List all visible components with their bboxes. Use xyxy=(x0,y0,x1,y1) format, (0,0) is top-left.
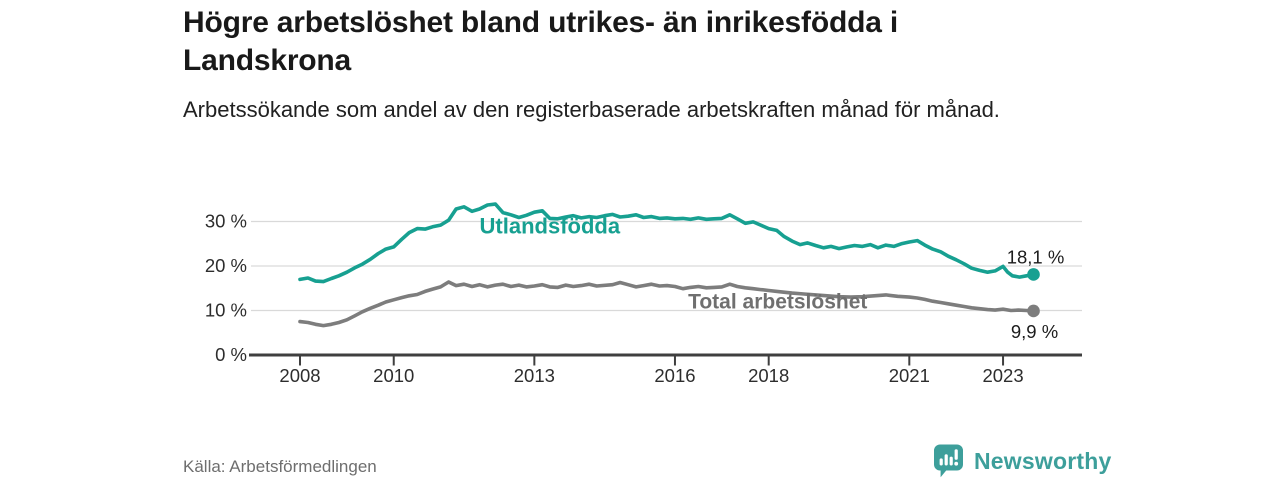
x-axis-tick-label: 2010 xyxy=(373,365,414,386)
newsworthy-logo-icon xyxy=(934,444,963,478)
x-axis-tick-label: 2013 xyxy=(514,365,555,386)
chart-subtitle: Arbetssökande som andel av den registerb… xyxy=(183,97,1000,122)
y-axis-tick-label: 20 % xyxy=(205,255,247,276)
brand-name: Newsworthy xyxy=(974,448,1112,474)
series-end-dot-total xyxy=(1027,304,1040,318)
x-axis-tick-label: 2016 xyxy=(654,365,695,386)
x-axis-tick-label: 2018 xyxy=(748,365,789,386)
brand-lockup: Newsworthy xyxy=(933,444,1111,478)
x-axis-tick-label: 2008 xyxy=(279,365,320,386)
series-label-total: Total arbetslöshet xyxy=(688,291,867,314)
series-end-dot-utlandsfodda xyxy=(1027,268,1040,281)
series-label-utlandsfodda: Utlandsfödda xyxy=(480,213,621,238)
chart-title: Högre arbetslöshet bland utrikes- än inr… xyxy=(183,6,898,77)
series-line-total xyxy=(298,280,1036,328)
series-end-value-utlandsfodda: 18,1 % xyxy=(1007,246,1065,267)
x-axis-tick-label: 2021 xyxy=(889,365,930,386)
series-end-value-total: 9,9 % xyxy=(1011,321,1058,342)
x-axis-tick-label: 2023 xyxy=(982,365,1023,386)
y-axis-tick-label: 0 % xyxy=(215,344,247,365)
y-axis-tick-label: 10 % xyxy=(205,300,247,321)
source-note: Källa: Arbetsförmedlingen xyxy=(183,457,377,476)
series-line-utlandsfodda xyxy=(298,202,1036,284)
y-axis-tick-label: 30 % xyxy=(205,211,247,232)
